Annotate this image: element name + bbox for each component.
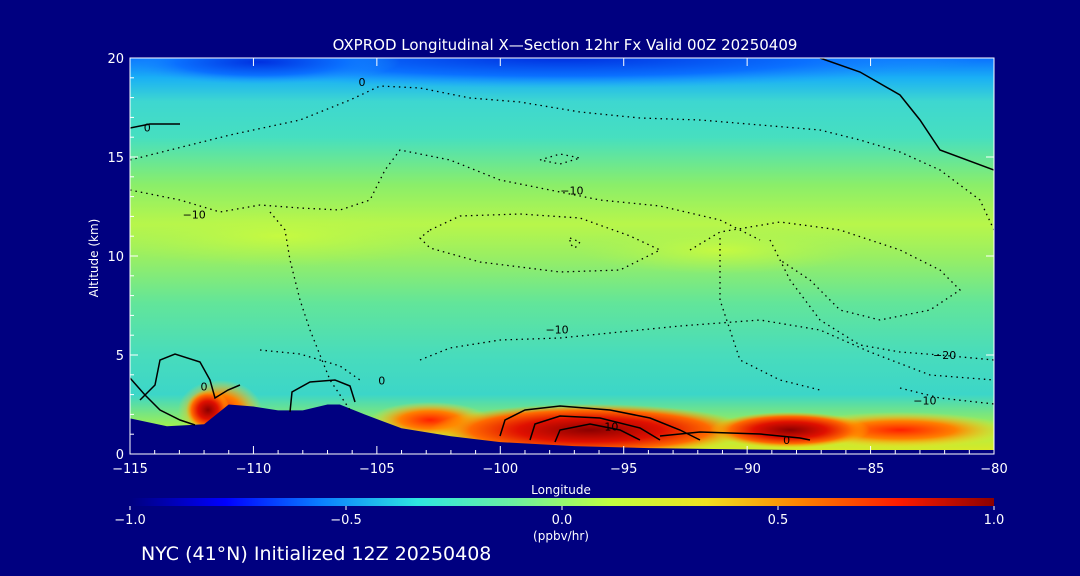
contour-label: −10 <box>183 208 206 221</box>
x-tick-label: −105 <box>359 462 395 477</box>
y-tick-label: 15 <box>107 151 124 166</box>
heatmap-field: 0 0 −10 −10 −10 −20 −10 0 0 10 0 <box>130 58 994 454</box>
contour-label: −10 <box>560 185 583 198</box>
contour-label: 0 <box>783 434 790 447</box>
x-axis-label: Longitude <box>531 483 591 497</box>
x-tick-label: −90 <box>733 462 760 477</box>
colorbar-tick-label: 1.0 <box>984 513 1005 528</box>
contour-label: 0 <box>378 375 385 388</box>
contour-lines <box>130 58 994 443</box>
contour-label: 10 <box>604 420 618 433</box>
x-tick-label: −110 <box>236 462 272 477</box>
contour-label: −10 <box>913 395 936 408</box>
footer-caption: NYC (41°N) Initialized 12Z 20250408 <box>141 543 492 565</box>
y-tick-label: 5 <box>116 349 124 364</box>
y-axis: 0 5 10 15 20 <box>107 52 994 463</box>
x-tick-label: −115 <box>112 462 148 477</box>
x-tick-label: −95 <box>610 462 637 477</box>
colorbar <box>130 498 994 506</box>
colorbar-tick-label: −1.0 <box>114 513 146 528</box>
y-tick-label: 10 <box>107 250 124 265</box>
colorbar-label: (ppbv/hr) <box>533 529 589 543</box>
contour-label: 0 <box>359 76 366 89</box>
x-tick-label: −100 <box>482 462 518 477</box>
dotted-contours <box>130 85 994 411</box>
colorbar-ticks: −1.0 −0.5 0.0 0.5 1.0 <box>114 506 1004 528</box>
contour-label: −10 <box>545 323 568 336</box>
y-axis-label: Altitude (km) <box>87 219 101 298</box>
colorbar-tick-label: 0.5 <box>768 513 789 528</box>
y-tick-label: 0 <box>116 448 124 463</box>
contour-label: 0 <box>144 121 151 134</box>
x-tick-label: −80 <box>980 462 1007 477</box>
chart-title: OXPROD Longitudinal X—Section 12hr Fx Va… <box>333 36 798 54</box>
terrain-mask <box>130 404 994 454</box>
colorbar-tick-label: −0.5 <box>330 513 362 528</box>
colorbar-tick-label: 0.0 <box>552 513 573 528</box>
contour-labels: 0 0 −10 −10 −10 −20 −10 0 0 10 0 <box>144 76 956 447</box>
x-axis: −115 −110 −105 −100 −95 −90 −85 −80 <box>112 58 1008 477</box>
contour-label: 0 <box>201 381 208 394</box>
x-tick-label: −85 <box>857 462 884 477</box>
y-tick-label: 20 <box>107 52 124 67</box>
contour-label: −20 <box>933 349 956 362</box>
